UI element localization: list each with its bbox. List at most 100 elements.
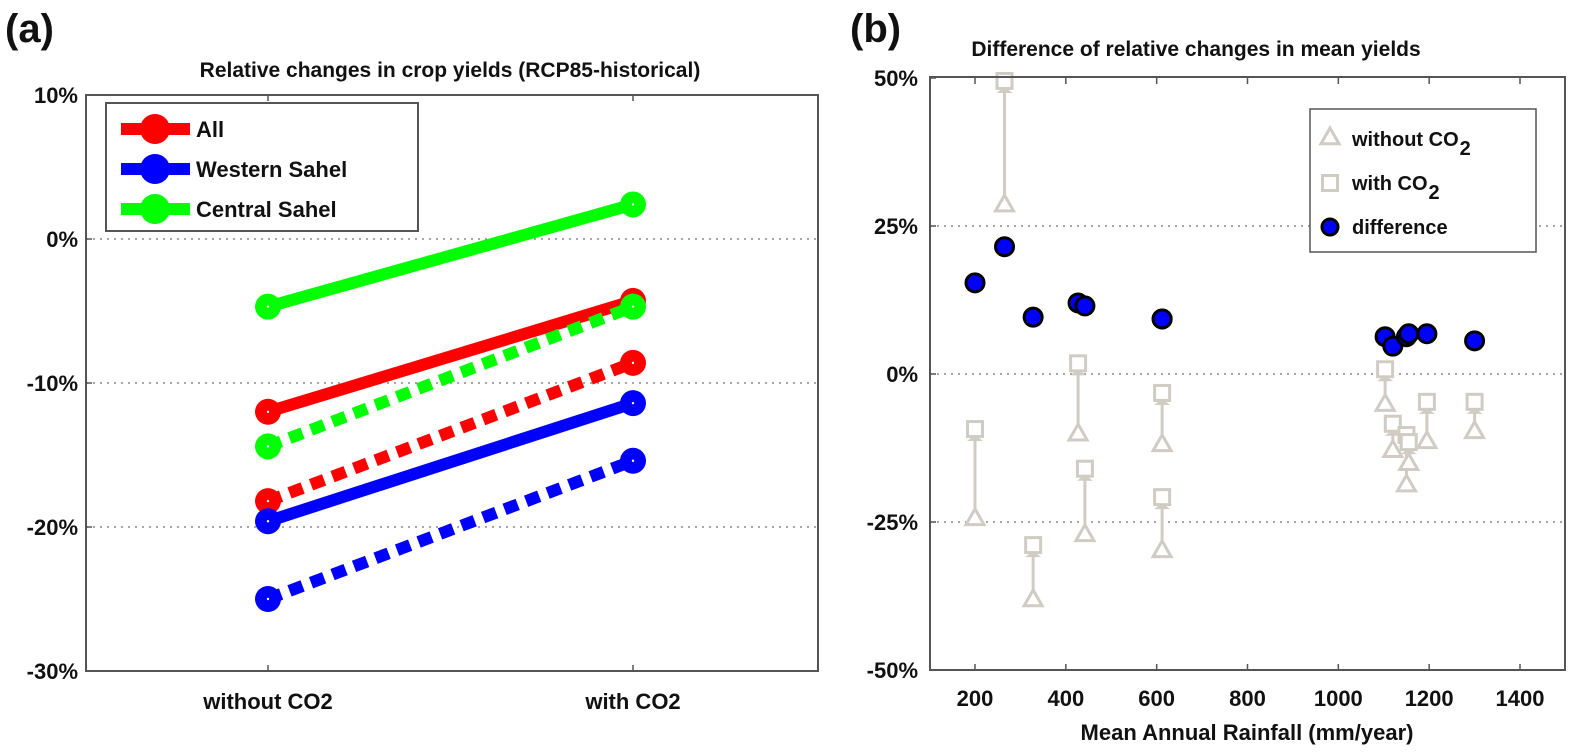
panel-b-x-tick-label: 1000 bbox=[1314, 686, 1363, 711]
panel-b-y-tick-label: 50% bbox=[874, 66, 918, 91]
legend-label: without CO bbox=[1351, 129, 1459, 151]
panel-b-without-co2-marker bbox=[1150, 431, 1174, 453]
panel-a-data-point-center bbox=[266, 597, 270, 601]
panel-b-with-co2-marker bbox=[966, 420, 984, 439]
panel-b: (b) Difference of relative changes in me… bbox=[850, 7, 1566, 745]
panel-b-x-tick-label: 1400 bbox=[1496, 686, 1545, 711]
panel-b-without-co2-marker bbox=[963, 505, 987, 527]
panel-b-with-co2-marker bbox=[1417, 392, 1436, 411]
panel-a-data-point-center bbox=[266, 410, 270, 413]
panel-b-without-co2-marker bbox=[1073, 521, 1097, 543]
panel-a-series-2 bbox=[255, 293, 646, 460]
panel-b-x-tick-label: 600 bbox=[1138, 686, 1175, 711]
legend-label: Western Sahel bbox=[196, 157, 347, 182]
panel-b-difference-marker bbox=[1416, 323, 1438, 345]
panel-a-x-tick-label: with CO2 bbox=[584, 689, 680, 714]
panel-b-without-co2-marker bbox=[1462, 418, 1487, 440]
panel-b-y-tick-label: -50% bbox=[867, 658, 918, 683]
legend-circle-icon bbox=[1320, 217, 1340, 237]
legend-label: Central Sahel bbox=[196, 197, 337, 222]
panel-a-series-4 bbox=[255, 390, 646, 535]
panel-b-difference-marker bbox=[994, 236, 1016, 258]
panel-b-without-co2-marker bbox=[1373, 391, 1397, 412]
legend-marker-western-sahel bbox=[140, 154, 170, 184]
panel-b-without-co2-marker bbox=[1150, 537, 1174, 559]
panel-a-y-tick-label: 10% bbox=[34, 83, 78, 108]
panel-a-data-point-center bbox=[631, 305, 635, 308]
panel-a-data-point-center bbox=[631, 459, 635, 462]
panel-b-with-co2-marker bbox=[1153, 383, 1172, 402]
panel-b-y-ticks: 50% 25% 0% -25% -50% bbox=[867, 66, 936, 683]
panel-a-series-5 bbox=[255, 447, 646, 612]
panel-b-difference-points bbox=[964, 236, 1486, 357]
panel-a-label: (a) bbox=[5, 7, 54, 51]
legend-label: with CO bbox=[1351, 173, 1428, 195]
panel-b-difference-marker bbox=[964, 272, 986, 294]
panel-b-gridlines bbox=[930, 225, 1565, 523]
panel-a-data-point-center bbox=[266, 305, 270, 308]
panel-a-gridlines bbox=[86, 238, 818, 528]
panel-b-without-co2-marker bbox=[1021, 586, 1045, 608]
panel-b-with-co2-marker bbox=[1383, 414, 1402, 433]
panel-a-series-0 bbox=[255, 191, 646, 320]
panel-b-with-co2-marker bbox=[1399, 433, 1418, 452]
panel-a-data-point-center bbox=[631, 361, 635, 365]
panel-a-data-point-center bbox=[266, 520, 270, 523]
panel-a-series-line bbox=[266, 397, 635, 527]
panel-b-with-co2-marker bbox=[1376, 360, 1395, 379]
panel-a-y-ticks: 10% 0% -10% -20% -30% bbox=[27, 83, 92, 684]
panel-b-title: Difference of relative changes in mean y… bbox=[971, 38, 1420, 61]
panel-b-with-co2-marker bbox=[1465, 392, 1484, 411]
panel-b-difference-marker bbox=[1464, 330, 1486, 352]
panel-a-series bbox=[255, 191, 646, 612]
panel-b-difference-marker bbox=[1022, 306, 1044, 328]
panel-b-y-tick-label: 0% bbox=[886, 362, 918, 387]
panel-a-y-tick-label: -10% bbox=[27, 371, 78, 396]
panel-b-x-tick-label: 400 bbox=[1047, 686, 1084, 711]
panel-b-without-co2-marker bbox=[1394, 472, 1419, 493]
panel-a-data-point-center bbox=[266, 499, 270, 503]
panel-a-series-3 bbox=[255, 349, 646, 515]
panel-a-series-line bbox=[265, 357, 636, 507]
panel-b-markers bbox=[963, 71, 1487, 608]
legend-subscript: 2 bbox=[1429, 182, 1440, 204]
panel-b-x-axis-label: Mean Annual Rainfall (mm/year) bbox=[1081, 720, 1414, 745]
panel-b-legend-box bbox=[1309, 108, 1537, 253]
panel-b-without-co2-marker bbox=[1066, 421, 1090, 442]
panel-b-with-co2-marker bbox=[1153, 488, 1172, 507]
panel-a-x-tick-label: without CO2 bbox=[202, 689, 333, 714]
panel-a-y-tick-label: 0% bbox=[46, 227, 78, 252]
panel-a-series-line bbox=[266, 295, 635, 418]
panel-b-axes-frame bbox=[929, 76, 1566, 671]
panel-b-without-co2-marker bbox=[1397, 450, 1421, 472]
panel-b-difference-marker bbox=[1398, 323, 1420, 345]
panel-a-legend: All Western Sahel Central Sahel bbox=[105, 102, 419, 232]
panel-a-axes-frame bbox=[85, 94, 819, 672]
legend-label: difference bbox=[1352, 217, 1448, 239]
panel-a-series-1 bbox=[255, 287, 646, 425]
panel-a-y-tick-label: -20% bbox=[27, 515, 78, 540]
panel-a: (a) Relative changes in crop yields (RCP… bbox=[5, 7, 819, 714]
panel-b-y-tick-label: 25% bbox=[874, 214, 918, 239]
panel-b-without-co2-marker bbox=[1381, 437, 1405, 459]
panel-b-points bbox=[963, 71, 1487, 608]
panel-b-label: (b) bbox=[850, 7, 901, 51]
legend-marker-all bbox=[140, 114, 170, 144]
panel-b-with-co2-marker bbox=[1075, 459, 1094, 478]
legend-triangle-icon bbox=[1318, 124, 1342, 146]
panel-b-x-tick-label: 1200 bbox=[1405, 686, 1454, 711]
panel-b-x-tick-label: 800 bbox=[1229, 686, 1266, 711]
panel-b-difference-marker bbox=[1151, 308, 1173, 330]
panel-b-with-co2-marker bbox=[995, 71, 1014, 90]
panel-b-without-co2-marker bbox=[992, 192, 1017, 213]
panel-a-x-ticks: without CO2 with CO2 bbox=[202, 95, 681, 714]
panel-b-difference-marker bbox=[1074, 295, 1096, 317]
panel-a-data-point-center bbox=[266, 445, 270, 448]
panel-a-series-line bbox=[265, 301, 636, 452]
legend-subscript: 2 bbox=[1460, 138, 1471, 160]
panel-b-without-co2-marker bbox=[1415, 428, 1439, 450]
panel-a-title: Relative changes in crop yields (RCP85-h… bbox=[200, 59, 701, 82]
panel-b-y-tick-label: -25% bbox=[867, 510, 918, 535]
panel-a-data-point-center bbox=[631, 203, 635, 206]
